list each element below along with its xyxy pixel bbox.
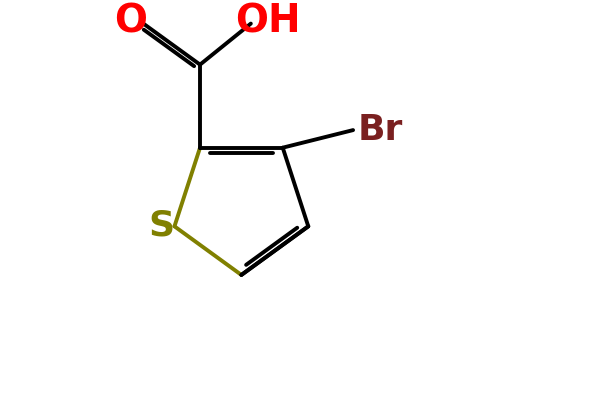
Text: O: O xyxy=(114,3,147,41)
Text: S: S xyxy=(149,208,175,242)
Text: Br: Br xyxy=(358,113,403,147)
Text: OH: OH xyxy=(236,3,301,41)
